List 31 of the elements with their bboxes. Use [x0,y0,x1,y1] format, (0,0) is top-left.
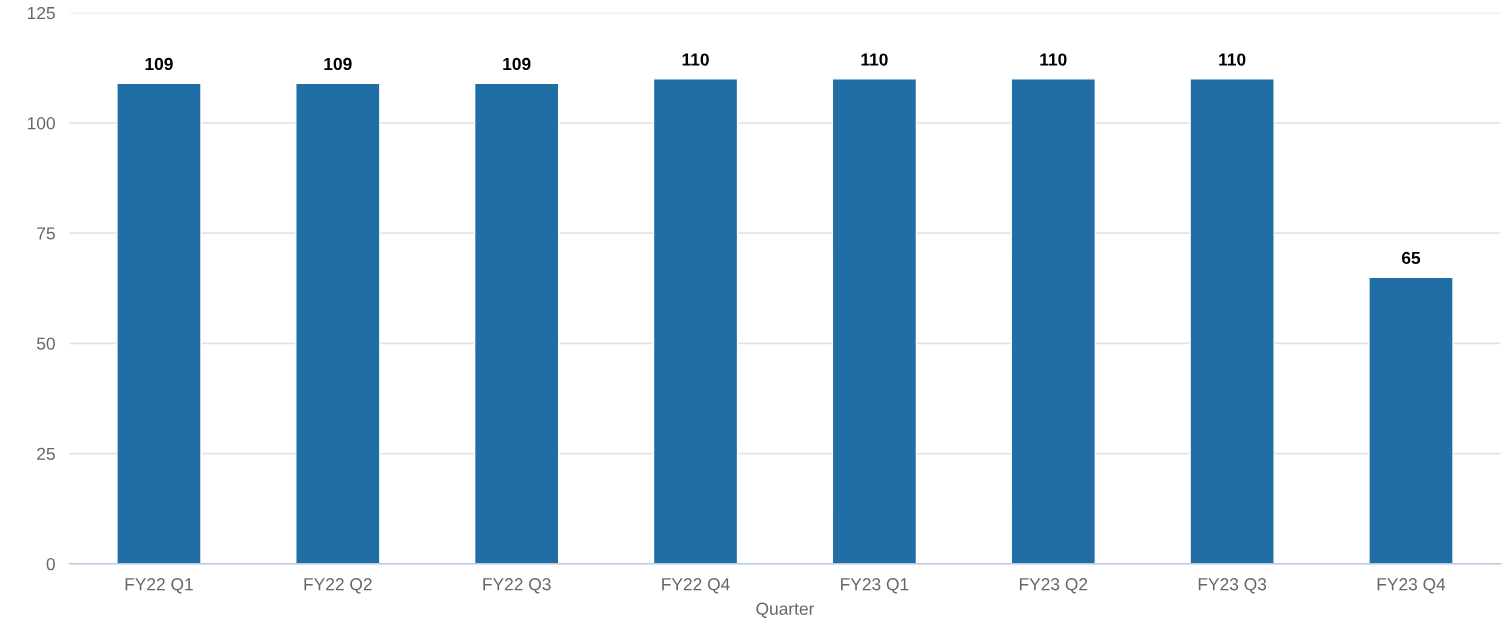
x-tick-label: FY22 Q1 [125,578,193,594]
bar [116,82,202,564]
x-tick-label: FY23 Q4 [1377,578,1446,594]
bar [1189,78,1275,564]
y-tick-label: 50 [37,337,55,350]
y-tick-label: 100 [27,117,55,130]
bar [1010,78,1096,564]
x-tick-label: FY22 Q3 [483,578,551,594]
bar [652,78,739,564]
bar [295,82,381,564]
x-tick-label: FY23 Q3 [1198,578,1267,594]
y-tick-label: 25 [37,447,55,461]
y-tick-label: 75 [37,227,55,240]
x-axis-title: Quarter [756,602,815,619]
data-label: 110 [1040,53,1067,66]
y-tick-label: 125 [27,6,55,20]
x-tick-label: FY23 Q1 [841,578,909,594]
x-tick-label: FY22 Q2 [304,578,372,594]
data-label: 65 [1401,251,1421,265]
y-tick-label: 0 [46,557,55,571]
data-label: 110 [1219,53,1246,66]
bar [831,78,918,564]
data-label: 109 [324,57,352,71]
x-tick-label: FY22 Q4 [662,578,730,594]
data-label: 110 [682,53,709,66]
bar [1368,276,1454,564]
data-label: 110 [861,53,888,66]
bar [473,82,560,564]
data-label: 109 [145,57,173,71]
x-tick-label: FY23 Q2 [1019,578,1088,594]
data-label: 109 [503,57,531,71]
